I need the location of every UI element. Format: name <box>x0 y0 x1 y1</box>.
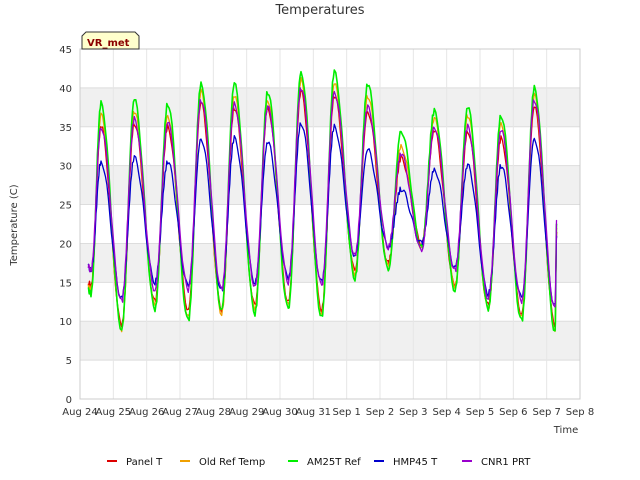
x-tick-label: Aug 27 <box>162 407 197 418</box>
x-tick-label: Sep 3 <box>399 407 427 418</box>
x-tick-label: Aug 28 <box>196 407 231 418</box>
x-tick-label: Sep 1 <box>332 407 360 418</box>
badge-label: VR_met <box>87 38 130 49</box>
y-axis-title: Temperature (C) <box>9 184 20 266</box>
plot-frame <box>79 48 581 400</box>
x-tick-label: Aug 31 <box>296 407 331 418</box>
series-line-cnr1-prt <box>87 87 558 308</box>
band <box>80 321 580 361</box>
legend-label: CNR1 PRT <box>481 457 531 468</box>
legend-label: Panel T <box>126 457 163 468</box>
legend-item: CNR1 PRT <box>462 457 531 468</box>
x-tick-label: Sep 8 <box>566 407 594 418</box>
y-tick-label: 40 <box>59 84 72 95</box>
x-tick-label: Sep 7 <box>532 407 560 418</box>
y-tick-label: 30 <box>59 162 72 173</box>
band <box>80 243 580 283</box>
badge-shape <box>81 31 140 50</box>
y-tick-label: 15 <box>59 278 72 289</box>
y-tick-label: 25 <box>59 201 72 212</box>
legend-item: HMP45 T <box>374 457 438 468</box>
legend-item: Old Ref Temp <box>180 457 265 468</box>
legend: Panel T Old Ref Temp AM25T Ref HMP45 T CNR1 … <box>107 457 531 468</box>
y-tick-label: 0 <box>66 395 72 406</box>
chart-title: Temperatures <box>274 3 364 18</box>
legend-item: Panel T <box>107 457 163 468</box>
y-tick-label: 35 <box>59 123 72 134</box>
y-tick-label: 45 <box>59 45 72 56</box>
legend-item: AM25T Ref <box>288 457 361 468</box>
series-line-am25t-ref <box>87 69 558 332</box>
x-tick-label: Aug 25 <box>96 407 131 418</box>
legend-label: AM25T Ref <box>307 457 361 468</box>
y-tick-labels: 0 5 10 15 20 25 30 35 40 45 <box>59 45 72 406</box>
x-tick-label: Sep 2 <box>366 407 394 418</box>
x-tick-label: Aug 26 <box>129 407 164 418</box>
site-badge: VR_met <box>81 31 140 50</box>
x-tick-label: Aug 30 <box>262 407 297 418</box>
legend-label: Old Ref Temp <box>199 457 265 468</box>
y-tick-label: 20 <box>59 239 72 250</box>
series-layer <box>87 69 558 333</box>
x-tick-label: Sep 5 <box>466 407 494 418</box>
x-tick-label: Sep 6 <box>499 407 527 418</box>
y-tick-label: 5 <box>66 356 72 367</box>
x-tick-label: Sep 4 <box>432 407 460 418</box>
legend-label: HMP45 T <box>393 457 438 468</box>
x-tick-label: Aug 24 <box>62 407 97 418</box>
x-axis-title: Time <box>553 425 578 436</box>
x-tick-label: Aug 29 <box>229 407 264 418</box>
y-tick-label: 10 <box>59 317 72 328</box>
